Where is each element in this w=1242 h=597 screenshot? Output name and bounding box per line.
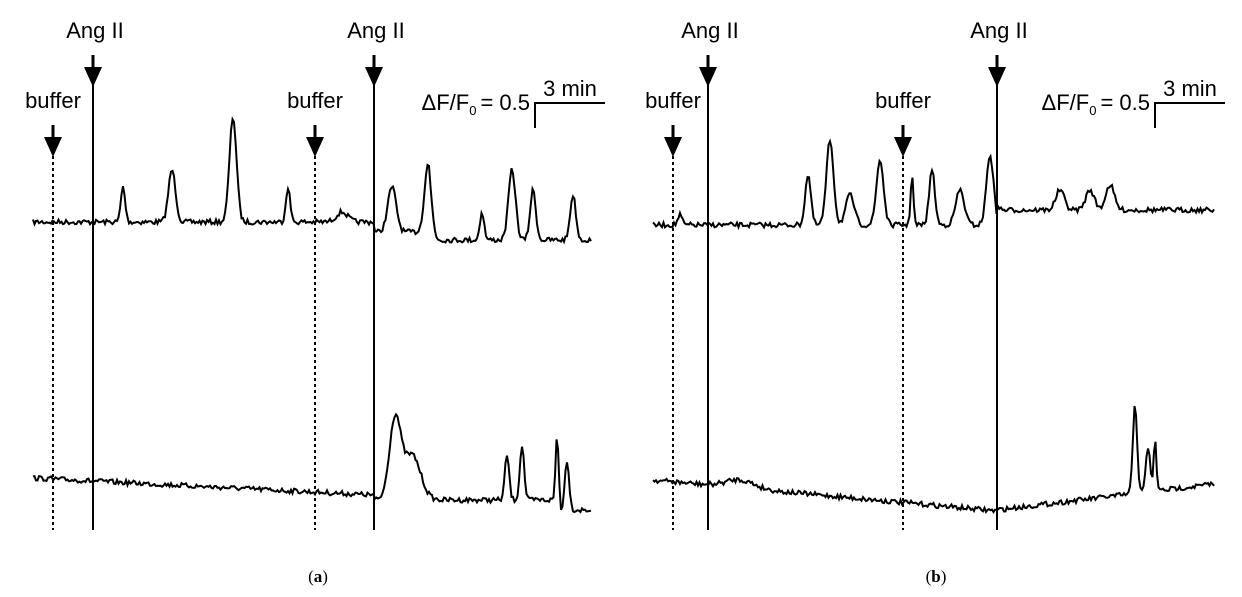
amp-value: = 0.5 xyxy=(1100,90,1150,115)
arrow-head xyxy=(699,67,717,87)
panel: buffer Ang II buffer Ang II 3 min ΔF/F0 = 0.5 (… xyxy=(645,18,1225,586)
stimulus-label: Ang II xyxy=(681,18,738,43)
trace xyxy=(32,116,592,245)
caption-letter: a xyxy=(314,567,323,586)
stimulus-label: Ang II xyxy=(970,18,1027,43)
amp-sub: 0 xyxy=(1089,103,1096,118)
amp-value: = 0.5 xyxy=(480,90,530,115)
amp-label: ΔF/F xyxy=(1042,90,1090,115)
panel: buffer Ang II buffer Ang II 3 min ΔF/F0 = 0.5 (… xyxy=(25,18,605,586)
scale-time: 3 min xyxy=(1163,76,1217,101)
stimulus-label: buffer xyxy=(25,88,81,113)
arrow-head xyxy=(84,67,102,87)
caption-close: ) xyxy=(941,567,947,586)
stimulus-label: buffer xyxy=(287,88,343,113)
arrow-head xyxy=(988,67,1006,87)
scale-bar xyxy=(1154,102,1225,128)
caption-letter: b xyxy=(931,567,940,586)
trace xyxy=(32,412,592,514)
arrow-head xyxy=(306,137,324,157)
caption: (b) xyxy=(926,567,947,586)
trace xyxy=(652,138,1215,231)
arrow-head xyxy=(894,137,912,157)
caption-close: ) xyxy=(322,567,328,586)
arrow-head xyxy=(44,137,62,157)
scale-amplitude: ΔF/F0 = 0.5 xyxy=(422,90,530,118)
caption-open: ( xyxy=(308,567,314,586)
stimulus-label: Ang II xyxy=(347,18,404,43)
scale-amplitude: ΔF/F0 = 0.5 xyxy=(1042,90,1150,118)
amp-sub: 0 xyxy=(469,103,476,118)
amp-label: ΔF/F xyxy=(422,90,470,115)
arrow-head xyxy=(365,67,383,87)
scale-time: 3 min xyxy=(543,76,597,101)
stimulus-label: buffer xyxy=(875,88,931,113)
trace xyxy=(652,405,1215,515)
caption: (a) xyxy=(308,567,328,586)
scale-bar xyxy=(534,102,605,128)
stimulus-label: buffer xyxy=(645,88,701,113)
arrow-head xyxy=(664,137,682,157)
stimulus-label: Ang II xyxy=(66,18,123,43)
caption-open: ( xyxy=(926,567,932,586)
